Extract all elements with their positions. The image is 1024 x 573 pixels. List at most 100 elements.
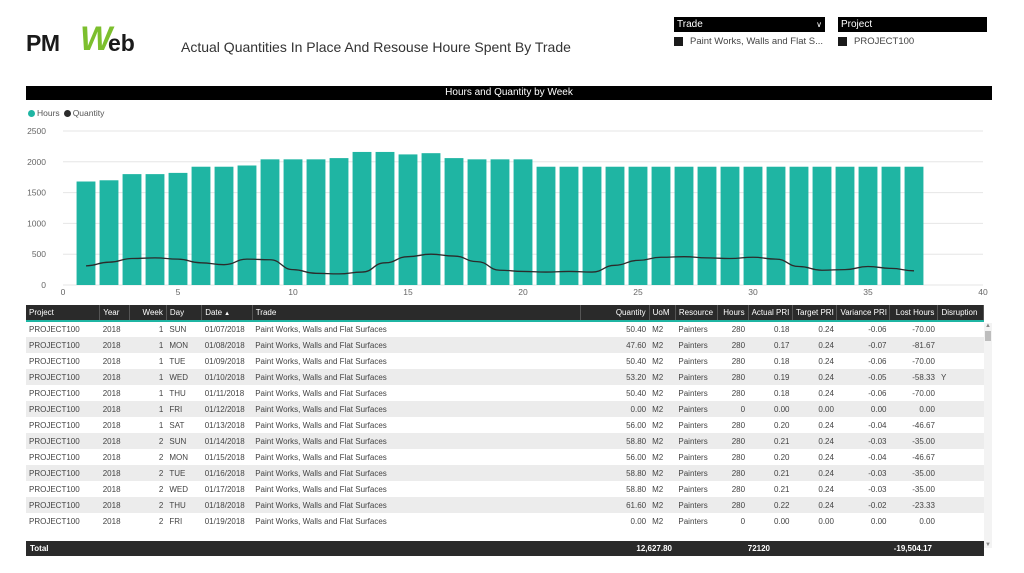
checkbox-icon[interactable]: [674, 37, 683, 46]
table-cell: Painters: [678, 356, 708, 366]
column-header-quantity[interactable]: Quantity: [580, 305, 650, 321]
column-header-actual-pri[interactable]: Actual PRI: [748, 305, 794, 321]
scroll-up-icon[interactable]: ▲: [985, 323, 991, 329]
table-cell: Painters: [678, 484, 708, 494]
table-cell: 2018: [102, 356, 121, 366]
column-header-day[interactable]: Day: [166, 305, 203, 321]
sort-ascending-icon[interactable]: ▲: [224, 311, 231, 317]
table-row[interactable]: PROJECT100 2018 2 SUN 01/14/2018 Paint Works,…: [26, 433, 984, 449]
table-cell: 2018: [102, 325, 121, 334]
bar-hours: [835, 166, 855, 285]
table-cell: Paint Works, Walls and Flat Surfaces: [255, 468, 387, 478]
bar-hours: [99, 180, 119, 285]
table-row[interactable]: PROJECT100 2018 1 SUN 01/07/2018 Paint Works,…: [26, 321, 984, 337]
table-cell: 2: [158, 484, 164, 494]
column-header-label: Week: [142, 308, 163, 317]
table-row[interactable]: PROJECT100 2018 2 THU 01/18/2018 Paint Works,…: [26, 497, 984, 513]
column-header-target-pri[interactable]: Target PRI: [792, 305, 838, 321]
column-header-resource[interactable]: Resource: [675, 305, 719, 321]
column-header-lost-hours[interactable]: Lost Hours: [889, 305, 939, 321]
total-lost-hours: -19,504.17: [893, 544, 932, 553]
table-scrollbar[interactable]: ▲ ▼: [984, 323, 992, 548]
table-cell: M2: [652, 500, 664, 510]
table-cell: 0.00: [773, 404, 790, 414]
table-cell: 1: [158, 420, 164, 430]
project-slicer-item[interactable]: PROJECT100: [838, 36, 987, 47]
table-cell: 1: [158, 404, 164, 414]
trade-slicer-header[interactable]: Trade ∨: [674, 17, 825, 32]
line-quantity: [85, 253, 915, 275]
table-row[interactable]: PROJECT100 2018 1 WED 01/10/2018 Paint Works,…: [26, 369, 984, 385]
table-cell: -0.04: [868, 452, 887, 462]
column-header-hours[interactable]: Hours: [717, 305, 749, 321]
bar-hours: [237, 165, 257, 285]
table-cell: 0.21: [773, 484, 790, 494]
bar-hours: [812, 166, 832, 285]
bar-hours: [743, 166, 763, 285]
column-header-year[interactable]: Year: [99, 305, 130, 321]
column-header-variance-pri[interactable]: Variance PRI: [836, 305, 890, 321]
table-cell: 280: [731, 388, 746, 398]
table-cell: 0.00: [870, 516, 887, 526]
table-cell: THU: [169, 500, 186, 510]
table-cell: 0.22: [773, 500, 790, 510]
column-header-date[interactable]: Date ▲: [201, 305, 253, 321]
table-cell: PROJECT100: [29, 325, 80, 334]
table-row[interactable]: PROJECT100 2018 1 FRI 01/12/2018 Paint Works,…: [26, 401, 984, 417]
column-header-label: Target PRI: [796, 308, 834, 317]
scrollbar-thumb[interactable]: [985, 331, 991, 341]
column-header-uom[interactable]: UoM: [649, 305, 676, 321]
table-cell: [938, 449, 984, 465]
table-cell: 280: [731, 436, 746, 446]
bar-hours: [536, 166, 556, 285]
table-cell: -35.00: [912, 484, 935, 494]
pmweb-logo: PM W eb: [26, 22, 161, 62]
trade-slicer[interactable]: Trade ∨ Paint Works, Walls and Flat S...: [674, 17, 825, 47]
table-row[interactable]: PROJECT100 2018 2 FRI 01/19/2018 Paint Works,…: [26, 513, 984, 529]
table-row[interactable]: PROJECT100 2018 2 TUE 01/16/2018 Paint Works,…: [26, 465, 984, 481]
bar-hours: [145, 174, 165, 285]
trade-slicer-item[interactable]: Paint Works, Walls and Flat S...: [674, 36, 825, 47]
table-cell: -35.00: [912, 468, 935, 478]
bar-hours: [467, 159, 487, 285]
legend-item-hours[interactable]: Hours: [28, 108, 60, 118]
checkbox-icon[interactable]: [838, 37, 847, 46]
table-cell: 2: [158, 452, 164, 462]
table-row[interactable]: PROJECT100 2018 1 SAT 01/13/2018 Paint Works,…: [26, 417, 984, 433]
scroll-down-icon[interactable]: ▼: [985, 542, 991, 548]
column-header-week[interactable]: Week: [129, 305, 167, 321]
total-label: Total: [30, 544, 49, 553]
column-header-project[interactable]: Project: [26, 305, 101, 321]
table-cell: -46.67: [912, 452, 935, 462]
table-cell: 1: [158, 356, 164, 366]
column-header-disruption[interactable]: Disruption: [937, 305, 984, 321]
table-cell: -0.02: [868, 500, 887, 510]
table-row[interactable]: PROJECT100 2018 1 THU 01/11/2018 Paint Works,…: [26, 385, 984, 401]
bar-hours: [76, 181, 96, 285]
column-header-trade[interactable]: Trade: [252, 305, 581, 321]
legend-item-quantity[interactable]: Quantity: [63, 108, 104, 118]
table-cell: 1: [158, 372, 164, 382]
bar-hours: [582, 166, 602, 285]
table-row[interactable]: PROJECT100 2018 1 TUE 01/09/2018 Paint Works,…: [26, 353, 984, 369]
column-header-label: Actual PRI: [751, 308, 790, 317]
page-title: Actual Quantities In Place And Resouse H…: [181, 39, 571, 55]
table-cell: 01/08/2018: [204, 340, 245, 350]
table-row[interactable]: PROJECT100 2018 1 MON 01/08/2018 Paint Works,…: [26, 337, 984, 353]
total-hours: 72120: [747, 544, 770, 553]
y-tick-label: 1500: [27, 188, 46, 198]
table-cell: 2018: [102, 340, 121, 350]
data-table-container: Project Year Week Day Date ▲ Trade Quantity UoM R…: [26, 305, 992, 556]
project-slicer[interactable]: Project PROJECT100: [838, 17, 987, 47]
table-cell: 01/15/2018: [204, 452, 245, 462]
table-cell: [938, 417, 984, 433]
data-table: Project Year Week Day Date ▲ Trade Quantity UoM R…: [26, 305, 984, 529]
table-cell: -58.33: [912, 372, 935, 382]
chevron-down-icon[interactable]: ∨: [816, 20, 822, 29]
table-cell: M2: [652, 516, 664, 526]
project-slicer-header[interactable]: Project: [838, 17, 987, 32]
table-row[interactable]: PROJECT100 2018 2 MON 01/15/2018 Paint Works,…: [26, 449, 984, 465]
table-cell: -0.05: [868, 372, 887, 382]
table-cell: 0.00: [818, 404, 834, 414]
table-row[interactable]: PROJECT100 2018 2 WED 01/17/2018 Paint Works,…: [26, 481, 984, 497]
